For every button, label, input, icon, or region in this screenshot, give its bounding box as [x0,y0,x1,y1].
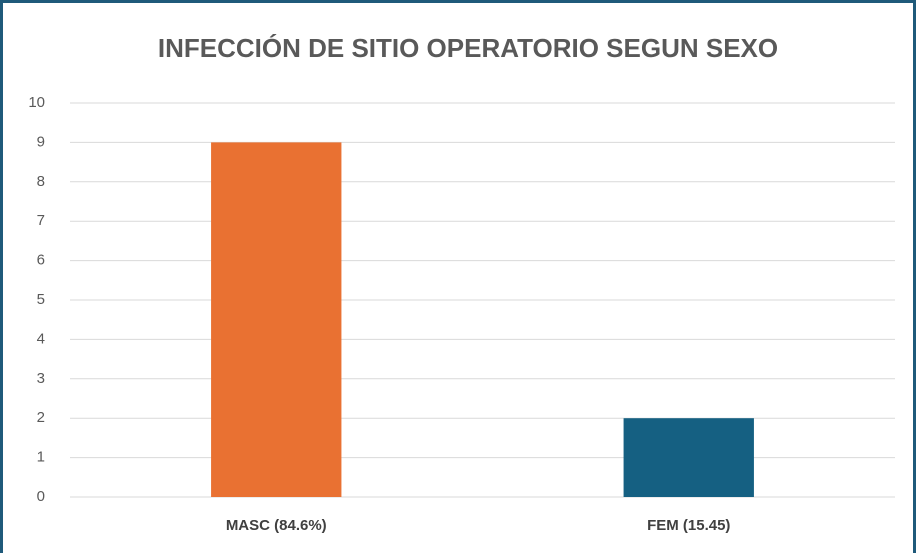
y-tick-label: 10 [28,94,45,111]
x-tick-label: MASC (84.6%) [226,517,327,534]
y-tick-label: 4 [37,330,45,347]
y-tick-label: 0 [37,488,45,505]
y-tick-label: 8 [37,173,45,190]
y-tick-label: 1 [37,449,45,466]
x-tick-label: FEM (15.45) [647,517,730,534]
chart-title: INFECCIÓN DE SITIO OPERATORIO SEGUN SEXO [158,33,778,63]
y-tick-label: 9 [37,133,45,150]
y-tick-label: 7 [37,212,45,229]
y-tick-label: 3 [37,370,45,387]
y-tick-label: 5 [37,291,45,308]
y-tick-label: 2 [37,409,45,426]
y-tick-label: 6 [37,252,45,269]
bar [211,142,342,497]
bar [623,418,754,497]
